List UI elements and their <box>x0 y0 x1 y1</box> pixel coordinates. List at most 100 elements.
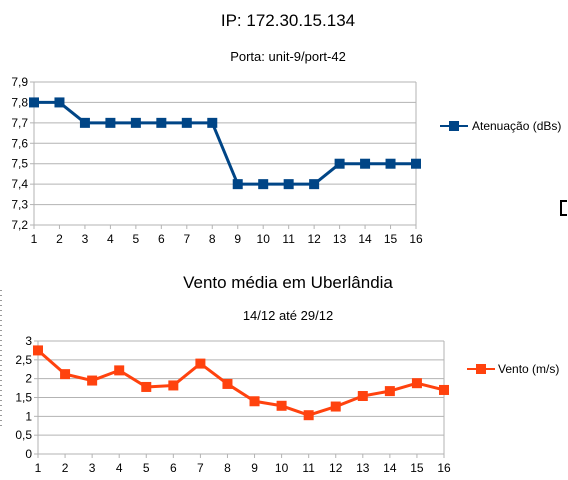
data-point <box>303 410 314 421</box>
legend-label: Vento (m/s) <box>498 362 559 376</box>
data-point <box>33 345 43 356</box>
x-tick-label: 13 <box>333 232 347 246</box>
series <box>33 345 449 421</box>
x-tick-label: 15 <box>384 232 398 246</box>
data-point <box>181 117 192 128</box>
data-point <box>411 378 422 389</box>
legend-marker <box>449 121 459 131</box>
x-tick-label: 2 <box>56 232 63 246</box>
x-tick-label: 5 <box>143 461 150 475</box>
data-point <box>276 400 287 411</box>
data-point <box>309 179 320 190</box>
x-tick-label: 7 <box>197 461 204 475</box>
x-tick-label: 1 <box>31 232 38 246</box>
axes <box>34 340 445 458</box>
data-point <box>357 390 368 401</box>
data-point <box>195 358 206 369</box>
data-point <box>283 179 294 190</box>
x-tick-label: 12 <box>329 461 343 475</box>
data-point <box>156 117 167 128</box>
x-tick-label: 8 <box>224 461 231 475</box>
x-tick-label: 2 <box>62 461 69 475</box>
data-point <box>168 380 179 391</box>
data-point <box>87 375 98 386</box>
y-tick-label: 7,9 <box>11 75 28 89</box>
data-point <box>207 117 218 128</box>
chart-title: IP: 172.30.15.134 <box>221 11 355 30</box>
x-tick-label: 16 <box>437 461 451 475</box>
x-tick-label: 15 <box>410 461 424 475</box>
x-tick-label: 14 <box>383 461 397 475</box>
data-point <box>54 97 65 108</box>
y-tick-label: 7,3 <box>11 198 28 212</box>
legend: Vento (m/s) <box>467 362 559 376</box>
series-line <box>37 349 445 417</box>
x-tick-label: 11 <box>302 461 315 475</box>
axes <box>30 81 417 229</box>
data-point <box>130 117 141 128</box>
data-point <box>29 97 39 108</box>
x-tick-labels: 1 2 3 4 5 6 7 8 9 10 11 12 13 14 15 16 <box>31 232 423 246</box>
x-tick-label: 5 <box>133 232 140 246</box>
legend-marker <box>476 364 486 374</box>
x-tick-label: 6 <box>170 461 177 475</box>
x-tick-label: 9 <box>234 232 241 246</box>
x-tick-label: 13 <box>356 461 370 475</box>
data-point <box>141 381 152 392</box>
x-tick-label: 10 <box>257 232 271 246</box>
y-tick-label: 7,8 <box>11 95 28 109</box>
data-point <box>385 158 396 169</box>
y-tick-label: 0 <box>25 447 32 461</box>
series <box>29 97 421 190</box>
data-point <box>249 396 260 407</box>
data-point <box>60 369 71 380</box>
x-tick-label: 3 <box>82 232 89 246</box>
x-tick-label: 1 <box>35 461 42 475</box>
data-point <box>334 158 345 169</box>
legend: Atenuação (dBs) <box>440 119 561 133</box>
data-point <box>411 158 421 169</box>
x-tick-label: 9 <box>251 461 258 475</box>
chart-subtitle: Porta: unit-9/port-42 <box>230 49 346 64</box>
data-point <box>384 386 395 397</box>
y-tick-label: 3 <box>25 334 32 348</box>
x-tick-label: 11 <box>282 232 295 246</box>
chart-title: Vento média em Uberlândia <box>183 273 393 292</box>
x-tick-label: 8 <box>209 232 216 246</box>
y-tick-label: 7,7 <box>11 116 28 130</box>
y-tick-label: 7,2 <box>11 218 28 232</box>
x-tick-labels: 1 2 3 4 5 6 7 8 9 10 11 12 13 14 15 16 <box>35 461 451 475</box>
y-tick-label: 2,5 <box>15 353 32 367</box>
chart-subtitle: 14/12 até 29/12 <box>243 308 333 323</box>
data-point <box>360 158 371 169</box>
y-tick-label: 0,5 <box>15 428 32 442</box>
x-tick-label: 16 <box>409 232 423 246</box>
x-tick-label: 6 <box>158 232 165 246</box>
data-point <box>258 179 269 190</box>
x-tick-label: 4 <box>116 461 123 475</box>
y-tick-label: 7,6 <box>11 136 28 150</box>
dotted-edge <box>0 290 2 430</box>
data-point <box>79 117 90 128</box>
y-tick-label: 7,4 <box>11 177 28 191</box>
y-tick-label: 1,5 <box>15 391 32 405</box>
attenuation-chart: IP: 172.30.15.134 Porta: unit-9/port-42 … <box>11 11 561 246</box>
wind-chart: Vento média em Uberlândia 14/12 até 29/1… <box>15 273 559 475</box>
data-point <box>439 384 449 395</box>
y-tick-labels: 0 0,5 1 1,5 2 2,5 3 <box>15 334 32 461</box>
clipped-bracket <box>560 200 567 216</box>
x-tick-label: 7 <box>183 232 190 246</box>
legend-label: Atenuação (dBs) <box>472 119 561 133</box>
x-tick-label: 10 <box>275 461 289 475</box>
data-point <box>222 378 233 389</box>
x-tick-label: 12 <box>307 232 321 246</box>
x-tick-label: 14 <box>358 232 372 246</box>
x-tick-label: 3 <box>89 461 96 475</box>
y-tick-label: 1 <box>25 409 32 423</box>
data-point <box>232 179 243 190</box>
series-line <box>34 100 416 186</box>
grid <box>38 340 444 455</box>
y-tick-labels: 7,2 7,3 7,4 7,5 7,6 7,7 7,8 7,9 <box>11 75 28 232</box>
data-point <box>114 365 125 376</box>
